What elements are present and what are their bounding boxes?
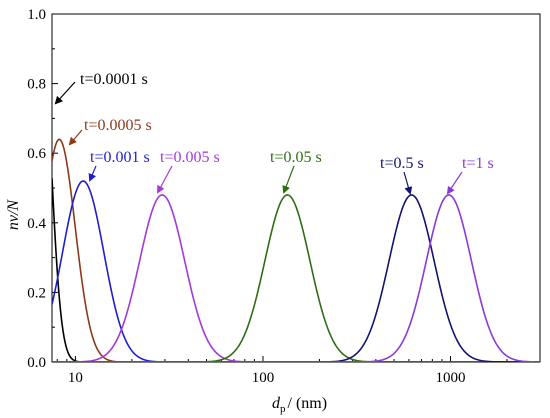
annotation-label: t=0.0001 s: [80, 71, 148, 88]
y-tick-label: 0.4: [27, 216, 46, 232]
y-tick-label: 1.0: [27, 7, 46, 23]
series-line: [52, 194, 540, 362]
annotation-layer: t=0.0001 s t=0.0005 s t=0.001 s t=0.005 s t=…: [54, 71, 494, 195]
plot-frame: [51, 13, 541, 363]
x-axis-title-sub: p: [280, 403, 286, 415]
y-tick-label: 0.6: [27, 146, 46, 162]
annotation-label: t=0.001 s: [90, 149, 150, 166]
y-axis: 0.0 0.2 0.4 0.6 0.8 1.0: [27, 7, 58, 371]
y-tick-label: 0.0: [27, 355, 46, 371]
annotation-label: t=0.5 s: [380, 155, 424, 172]
series-line: [52, 194, 540, 362]
annotation-arrow: [446, 171, 463, 195]
annotation-arrow: [88, 165, 97, 182]
annotation-label: t=0.005 s: [160, 149, 220, 166]
annotation-arrow: [68, 129, 83, 146]
series-line: [52, 138, 540, 362]
annotation-label: t=0.05 s: [270, 149, 322, 166]
series-line: [52, 194, 540, 362]
series-line: [52, 180, 540, 362]
y-tick-label: 0.8: [27, 77, 46, 93]
annotation-label: t=1 s: [462, 155, 494, 172]
x-axis-title-main: d: [272, 395, 281, 412]
x-tick-label: 100: [252, 370, 275, 386]
series-line: [52, 194, 540, 362]
annotation-arrow: [54, 81, 76, 105]
annotation-arrow: [157, 165, 173, 194]
x-tick-label: 1000: [436, 370, 466, 386]
y-tick-label: 0.2: [27, 285, 46, 301]
annotation-label: t=0.0005 s: [84, 117, 152, 134]
annotation-arrow: [403, 171, 413, 195]
series-layer: [52, 138, 540, 362]
x-axis-title: dp / (nm): [272, 395, 327, 415]
annotation-arrow: [282, 165, 295, 194]
y-axis-title: nv/N: [5, 199, 22, 231]
x-axis: 10 100 1000: [56, 356, 541, 386]
x-axis-title-unit: / (nm): [288, 395, 328, 412]
x-tick-label: 10: [68, 370, 83, 386]
